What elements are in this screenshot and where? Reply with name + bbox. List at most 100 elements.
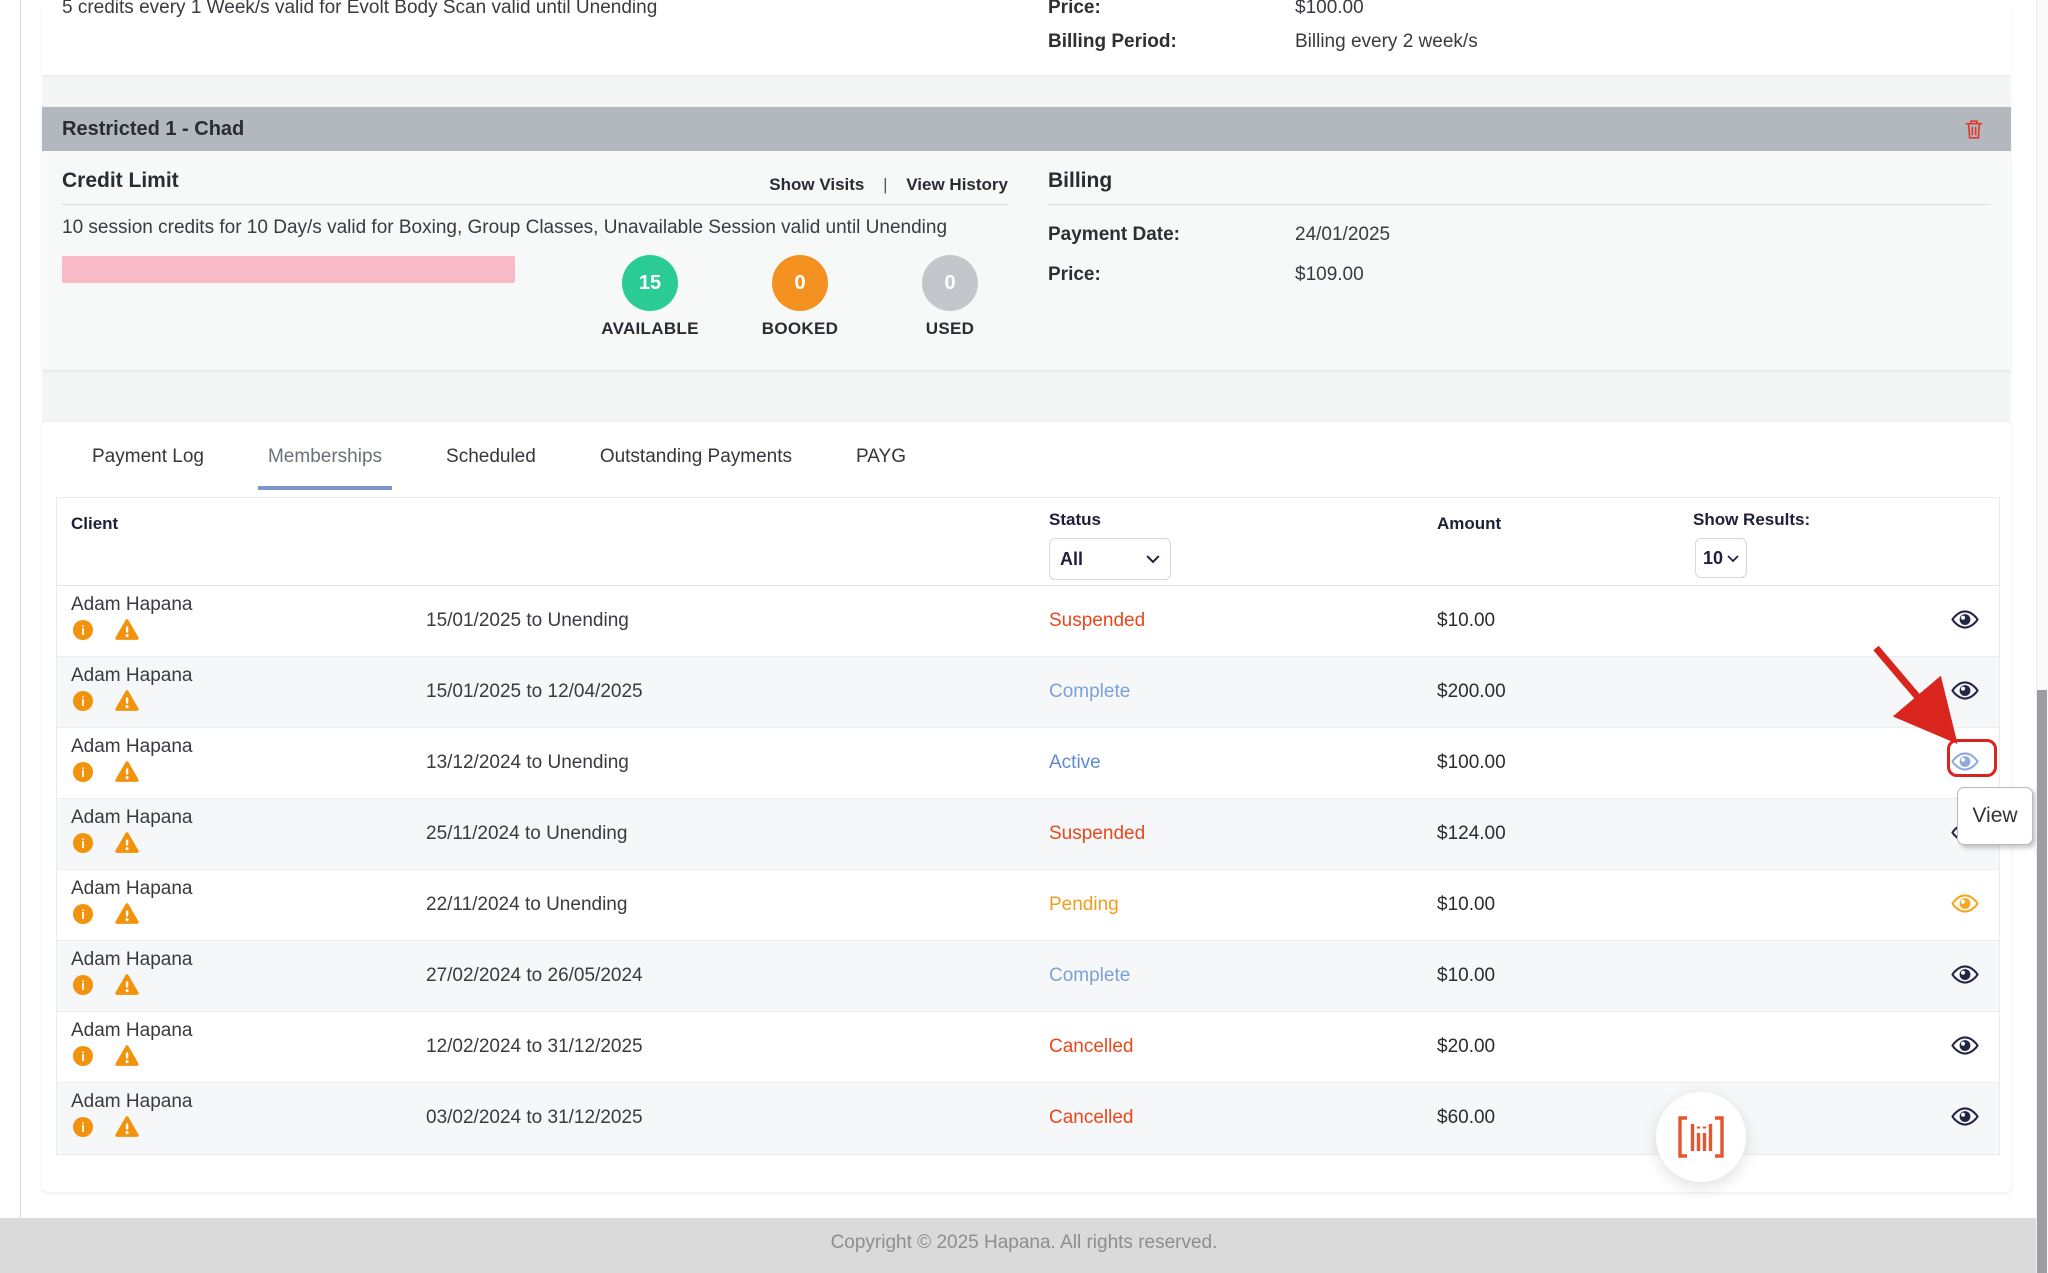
view-history-link[interactable]: View History xyxy=(906,175,1008,194)
tab-outstanding-payments[interactable]: Outstanding Payments xyxy=(590,430,802,490)
left-divider xyxy=(20,0,21,1218)
tab-payment-log[interactable]: Payment Log xyxy=(82,430,214,490)
warning-icon[interactable] xyxy=(115,903,139,925)
client-name: Adam Hapana xyxy=(71,1020,192,1042)
table-row: Adam Hapana i 25/11/2024 to Unending Suspen… xyxy=(57,799,1999,870)
payment-date-value: 24/01/2025 xyxy=(1295,224,1390,246)
membership-amount: $20.00 xyxy=(1437,1036,1495,1058)
stat-booked: 0 BOOKED xyxy=(740,255,860,339)
table-body: Adam Hapanai15/01/2025 to UnendingSuspen… xyxy=(57,586,1999,1154)
client-name: Adam Hapana xyxy=(71,949,192,971)
tab-scheduled[interactable]: Scheduled xyxy=(436,430,546,490)
client-icons: i xyxy=(73,832,139,854)
status-filter-select[interactable]: All xyxy=(1049,538,1171,580)
membership-dates: 03/02/2024 to 31/12/2025 xyxy=(426,1107,643,1129)
client-name: Adam Hapana xyxy=(71,807,192,829)
warning-icon[interactable] xyxy=(115,1045,139,1067)
client-icons: i xyxy=(73,1116,139,1138)
table-row: Adam Hapanai15/01/2025 to UnendingSuspen… xyxy=(57,586,1999,657)
plan-title: Restricted 1 - Chad xyxy=(62,118,244,141)
membership-amount: $200.00 xyxy=(1437,681,1506,703)
membership-amount: $10.00 xyxy=(1437,965,1495,987)
info-icon[interactable]: i xyxy=(73,762,93,782)
client-icons: i xyxy=(73,761,139,783)
view-membership-button[interactable] xyxy=(1951,1034,1981,1060)
info-icon[interactable]: i xyxy=(73,904,93,924)
membership-amount: $100.00 xyxy=(1437,752,1506,774)
client-icons: i xyxy=(73,1045,139,1067)
view-membership-button[interactable] xyxy=(1951,963,1981,989)
payment-date-label: Payment Date: xyxy=(1048,224,1180,246)
table-row: Adam Hapanai15/01/2025 to 12/04/2025Comp… xyxy=(57,657,1999,728)
client-icons: i xyxy=(73,619,139,641)
billing-period-label: Billing Period: xyxy=(1048,31,1177,53)
warning-icon[interactable] xyxy=(115,619,139,641)
client-icons: i xyxy=(73,903,139,925)
view-tooltip: View xyxy=(1957,787,2033,845)
stat-available: 15 AVAILABLE xyxy=(590,255,710,339)
chevron-down-icon xyxy=(1727,554,1739,563)
membership-dates: 25/11/2024 to Unending xyxy=(426,823,627,845)
info-icon[interactable]: i xyxy=(73,1046,93,1066)
membership-dates: 12/02/2024 to 31/12/2025 xyxy=(426,1036,643,1058)
eye-icon xyxy=(1951,963,1979,986)
page-footer: Copyright © 2025 Hapana. All rights rese… xyxy=(0,1218,2048,1273)
warning-icon[interactable] xyxy=(115,974,139,996)
billing-price-label: Price: xyxy=(1048,264,1101,286)
warning-icon[interactable] xyxy=(115,832,139,854)
membership-status: Cancelled xyxy=(1049,1107,1134,1129)
stat-available-label: AVAILABLE xyxy=(590,319,710,339)
membership-status: Cancelled xyxy=(1049,1036,1134,1058)
status-filter-value: All xyxy=(1060,549,1083,570)
price-label: Price: xyxy=(1048,0,1101,19)
eye-icon xyxy=(1951,608,1979,631)
stat-booked-label: BOOKED xyxy=(740,319,860,339)
links-separator: | xyxy=(883,175,887,194)
scrollbar-track[interactable] xyxy=(2036,0,2048,1273)
credit-limit-links: Show Visits | View History xyxy=(769,175,1008,195)
membership-amount: $60.00 xyxy=(1437,1107,1495,1129)
table-row: Adam Hapana i 27/02/2024 to 26/05/2024 Comp… xyxy=(57,941,1999,1012)
chevron-down-icon xyxy=(1146,554,1160,564)
status-column-header: Status xyxy=(1049,510,1101,530)
loading-spinner xyxy=(1656,1092,1746,1182)
copyright-text: Copyright © 2025 Hapana. All rights rese… xyxy=(831,1232,1218,1254)
client-name: Adam Hapana xyxy=(71,1091,192,1113)
client-icons: i xyxy=(73,974,139,996)
billing-title: Billing xyxy=(1048,169,1112,193)
membership-status: Complete xyxy=(1049,965,1130,987)
info-icon[interactable]: i xyxy=(73,1117,93,1137)
membership-amount: $10.00 xyxy=(1437,894,1495,916)
warning-icon[interactable] xyxy=(115,1116,139,1138)
membership-amount: $10.00 xyxy=(1437,610,1495,632)
credit-limit-title: Credit Limit xyxy=(62,169,179,193)
membership-dates: 22/11/2024 to Unending xyxy=(426,894,627,916)
eye-icon xyxy=(1951,892,1979,915)
show-results-select[interactable]: 10 xyxy=(1695,538,1747,578)
info-icon[interactable]: i xyxy=(73,975,93,995)
info-icon[interactable]: i xyxy=(73,691,93,711)
warning-icon[interactable] xyxy=(115,690,139,712)
client-name: Adam Hapana xyxy=(71,665,192,687)
view-membership-button[interactable] xyxy=(1951,608,1981,634)
price-value: $100.00 xyxy=(1295,0,1364,19)
client-name: Adam Hapana xyxy=(71,736,192,758)
tab-memberships[interactable]: Memberships xyxy=(258,430,392,490)
client-column-header: Client xyxy=(71,514,118,534)
eye-icon xyxy=(1951,1034,1979,1057)
tab-payg[interactable]: PAYG xyxy=(846,430,916,490)
view-membership-button[interactable] xyxy=(1951,1105,1981,1131)
show-visits-link[interactable]: Show Visits xyxy=(769,175,864,194)
membership-status: Suspended xyxy=(1049,823,1145,845)
info-icon[interactable]: i xyxy=(73,833,93,853)
scrollbar-thumb[interactable] xyxy=(2037,690,2047,1273)
tab-bar: Payment Log Memberships Scheduled Outsta… xyxy=(82,430,916,490)
view-membership-button[interactable] xyxy=(1951,892,1981,918)
client-name: Adam Hapana xyxy=(71,594,192,616)
membership-dates: 27/02/2024 to 26/05/2024 xyxy=(426,965,643,987)
info-icon[interactable]: i xyxy=(73,620,93,640)
delete-plan-button[interactable] xyxy=(1964,118,1984,146)
plan-card-evolt: 5 credits every 1 Week/s valid for Evolt… xyxy=(42,0,2011,75)
warning-icon[interactable] xyxy=(115,761,139,783)
annotation-arrow xyxy=(1856,632,1976,754)
